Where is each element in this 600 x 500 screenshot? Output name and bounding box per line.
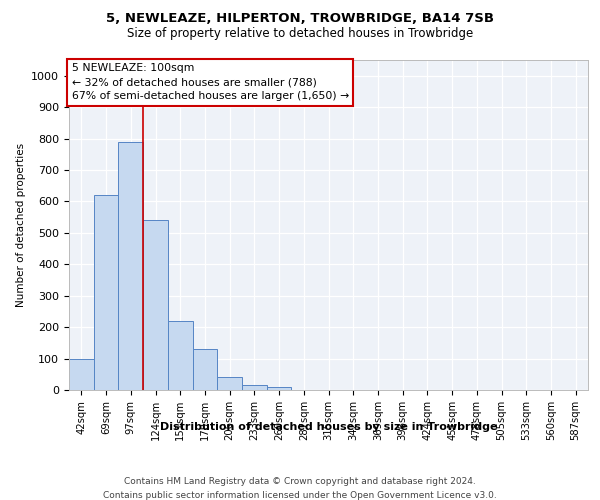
- Bar: [267, 387, 292, 390]
- Bar: [168, 321, 193, 390]
- Text: 5, NEWLEAZE, HILPERTON, TROWBRIDGE, BA14 7SB: 5, NEWLEAZE, HILPERTON, TROWBRIDGE, BA14…: [106, 12, 494, 26]
- Bar: [242, 386, 267, 390]
- Text: 5 NEWLEAZE: 100sqm
← 32% of detached houses are smaller (788)
67% of semi-detach: 5 NEWLEAZE: 100sqm ← 32% of detached hou…: [71, 64, 349, 102]
- Y-axis label: Number of detached properties: Number of detached properties: [16, 143, 26, 307]
- Bar: [118, 142, 143, 390]
- Bar: [69, 358, 94, 390]
- Bar: [193, 349, 217, 390]
- Text: Distribution of detached houses by size in Trowbridge: Distribution of detached houses by size …: [160, 422, 497, 432]
- Text: Size of property relative to detached houses in Trowbridge: Size of property relative to detached ho…: [127, 28, 473, 40]
- Text: Contains HM Land Registry data © Crown copyright and database right 2024.: Contains HM Land Registry data © Crown c…: [124, 478, 476, 486]
- Bar: [94, 195, 118, 390]
- Bar: [143, 220, 168, 390]
- Bar: [217, 378, 242, 390]
- Text: Contains public sector information licensed under the Open Government Licence v3: Contains public sector information licen…: [103, 491, 497, 500]
